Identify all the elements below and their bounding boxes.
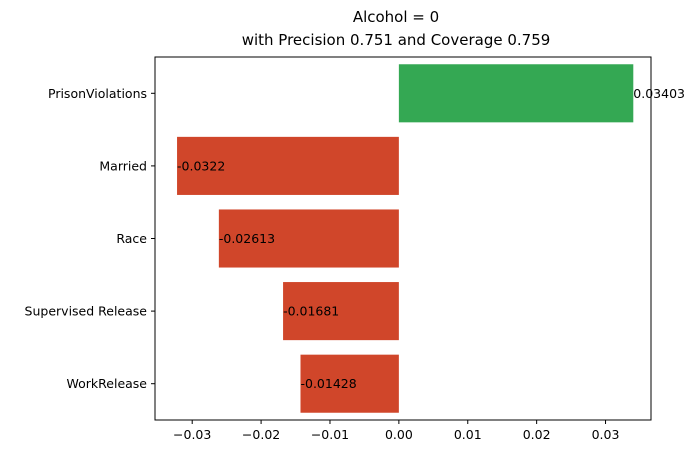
- category-label-1: Married: [99, 158, 147, 173]
- category-label-3: Supervised Release: [25, 304, 148, 319]
- category-labels: PrisonViolations Married Race Supervised Re…: [25, 86, 155, 391]
- bar-3: [283, 282, 399, 341]
- chart-subtitle: with Precision 0.751 and Coverage 0.759: [242, 31, 551, 49]
- plot-frame: [154, 56, 652, 421]
- bar-2: [218, 209, 399, 268]
- data-label-2: -0.02613: [219, 231, 275, 246]
- data-label-0: 0.03403: [633, 86, 685, 101]
- category-label-4: WorkRelease: [67, 376, 148, 391]
- data-label-1: -0.0322: [177, 158, 225, 173]
- data-label-3: -0.01681: [283, 304, 339, 319]
- bar-0: [398, 64, 634, 123]
- bar-4: [300, 354, 399, 413]
- x-tick-label-2: −0.01: [311, 427, 349, 442]
- x-tick-label-5: 0.02: [523, 427, 551, 442]
- bar-1: [177, 136, 399, 195]
- x-axis: −0.03 −0.02 −0.01 0.00 0.01 0.02 0.03: [173, 420, 619, 442]
- data-label-4: -0.01428: [300, 376, 356, 391]
- category-label-2: Race: [116, 231, 147, 246]
- category-label-0: PrisonViolations: [48, 86, 147, 101]
- x-tick-label-1: −0.02: [242, 427, 280, 442]
- x-tick-label-0: −0.03: [173, 427, 211, 442]
- bars-group: [177, 64, 634, 413]
- x-tick-label-4: 0.01: [454, 427, 482, 442]
- chart-title: Alcohol = 0: [353, 8, 439, 26]
- data-labels: 0.03403 -0.0322 -0.02613 -0.01681 -0.01428: [177, 86, 685, 391]
- x-tick-label-6: 0.03: [592, 427, 620, 442]
- x-tick-label-3: 0.00: [385, 427, 413, 442]
